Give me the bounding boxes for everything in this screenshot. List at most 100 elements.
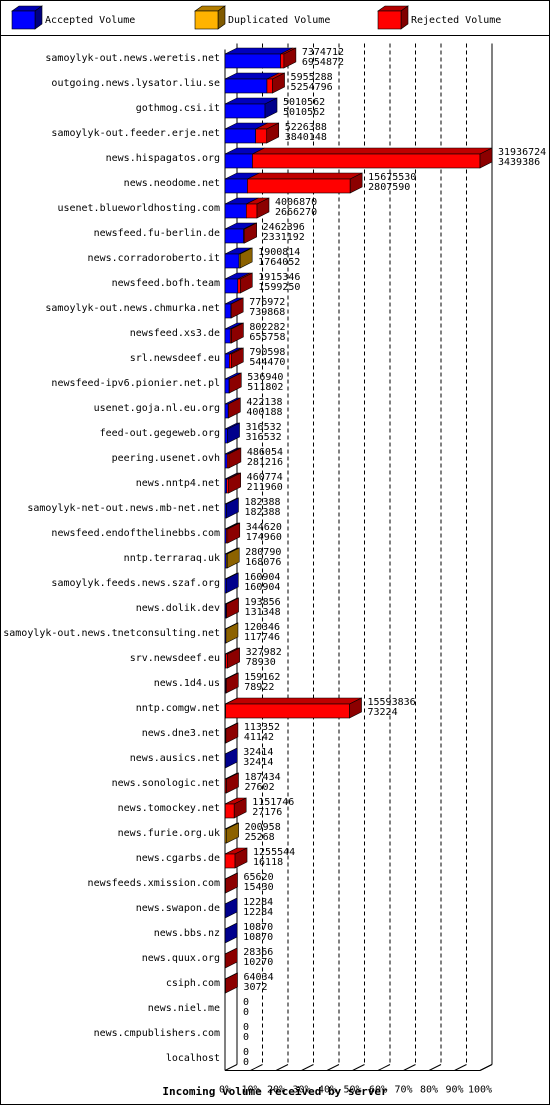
- bar-side: [272, 72, 285, 94]
- value-label: 6954872: [302, 57, 344, 68]
- value-label: 174960: [246, 532, 282, 543]
- y-tick-label: news.bbs.nz: [154, 928, 220, 939]
- value-label: 187434: [244, 772, 280, 783]
- bar-side: [234, 847, 248, 869]
- y-tick-label: gothmog.csi.it: [136, 103, 220, 114]
- tick-mark: [326, 1064, 340, 1071]
- bar-side: [226, 497, 239, 519]
- bar-side: [228, 397, 241, 419]
- y-tick-label: news.ausics.net: [130, 753, 220, 764]
- y-tick-label: srl.newsdeef.eu: [130, 353, 220, 364]
- value-label: 41142: [244, 732, 274, 743]
- y-tick-label: nntp.terraraq.uk: [124, 553, 220, 564]
- bar: [237, 278, 241, 294]
- value-label: 182388: [244, 497, 280, 508]
- bar: [224, 278, 239, 294]
- x-tick-label: 40%: [318, 1085, 336, 1096]
- y-tick-label: news.neodome.net: [124, 178, 220, 189]
- bar-side: [225, 672, 239, 694]
- value-label: 78922: [244, 682, 274, 693]
- x-tick-label: 70%: [394, 1085, 412, 1096]
- value-label: 12284: [243, 897, 273, 908]
- bar-side: [256, 197, 270, 219]
- bar-side: [224, 922, 238, 944]
- bar-side: [225, 572, 239, 594]
- bar: [224, 253, 240, 269]
- value-label: 544470: [249, 357, 285, 368]
- x-tick-label: 50%: [343, 1085, 361, 1096]
- value-label: 5010562: [283, 107, 325, 118]
- legend-label: Duplicated Volume: [228, 15, 330, 26]
- y-tick-label: usenet.goja.nl.eu.org: [94, 403, 220, 414]
- y-tick-label: feed-out.gegeweb.org: [100, 428, 220, 439]
- value-label: 12284: [243, 907, 273, 918]
- y-tick-label: newsfeed.fu-berlin.de: [94, 228, 220, 239]
- bar-side: [228, 447, 242, 469]
- bar-side: [226, 772, 239, 794]
- y-tick-label: news.hispagatos.org: [106, 153, 220, 164]
- value-label: 5955288: [291, 72, 333, 83]
- bar-side: [283, 47, 297, 69]
- value-label: 78930: [246, 657, 276, 668]
- y-tick-label: samoylyk-out.news.weretis.net: [45, 53, 220, 64]
- bar-side: [231, 347, 244, 369]
- bar: [224, 53, 281, 69]
- legend-label: Rejected Volume: [411, 15, 501, 26]
- value-label: 200958: [245, 822, 281, 833]
- y-tick-label: news.dolik.dev: [136, 603, 220, 614]
- legend-swatch: [194, 10, 219, 30]
- y-tick-label: newsfeed.bofh.team: [112, 278, 220, 289]
- bar-side: [244, 222, 257, 244]
- value-label: 316532: [246, 432, 282, 443]
- bar: [255, 128, 268, 144]
- y-tick-label: usenet.blueworldhosting.com: [57, 203, 220, 214]
- value-label: 0: [243, 1032, 249, 1043]
- y-tick-label: samoylyk-net-out.news.mb-net.net: [27, 503, 220, 514]
- y-tick-label: news.dne3.net: [142, 728, 220, 739]
- bar: [224, 378, 230, 394]
- bar-side: [224, 897, 238, 919]
- bar: [266, 78, 273, 94]
- value-label: 160904: [244, 582, 280, 593]
- y-tick-label: samoylyk-out.feeder.erje.net: [51, 128, 220, 139]
- value-label: 0: [243, 1007, 249, 1018]
- y-tick-label: localhost: [166, 1053, 220, 1064]
- bar: [224, 428, 228, 444]
- value-label: 3072: [244, 982, 268, 993]
- value-label: 739868: [249, 307, 285, 318]
- x-tick-label: 0%: [219, 1085, 231, 1096]
- bar: [280, 53, 285, 69]
- value-label: 31936724: [498, 147, 546, 158]
- bar: [224, 178, 248, 194]
- tick-mark: [224, 1064, 238, 1071]
- value-label: 113352: [244, 722, 280, 733]
- bar-side: [349, 172, 363, 194]
- value-label: 0: [243, 1057, 249, 1068]
- tick-mark: [301, 1064, 314, 1071]
- tick-mark: [479, 1064, 493, 1071]
- value-label: 211960: [247, 482, 283, 493]
- y-tick-label: news.niel.me: [148, 1003, 220, 1014]
- value-label: 7374712: [302, 47, 344, 58]
- bar-side: [479, 147, 493, 169]
- y-tick-label: news.quux.org: [142, 953, 220, 964]
- tick-mark: [403, 1064, 416, 1071]
- tick-mark: [275, 1064, 289, 1071]
- legend-label: Accepted Volume: [45, 15, 135, 26]
- bar-side: [239, 272, 253, 294]
- bar: [224, 103, 266, 119]
- y-tick-label: samoylyk-out.news.chmurka.net: [45, 303, 220, 314]
- y-tick-label: news.sonologic.net: [112, 778, 220, 789]
- value-label: 117746: [244, 632, 280, 643]
- bar: [224, 328, 231, 344]
- y-tick-label: news.nntp4.net: [136, 478, 220, 489]
- y-tick-label: newsfeed-ipv6.pionier.net.pl: [51, 378, 220, 389]
- y-tick-label: csiph.com: [166, 978, 220, 989]
- tick-mark: [250, 1064, 263, 1071]
- value-label: 64034: [244, 972, 274, 983]
- value-label: 5226388: [285, 122, 327, 133]
- value-label: 0: [243, 1022, 249, 1033]
- value-label: 344620: [246, 522, 282, 533]
- value-label: 0: [243, 997, 249, 1008]
